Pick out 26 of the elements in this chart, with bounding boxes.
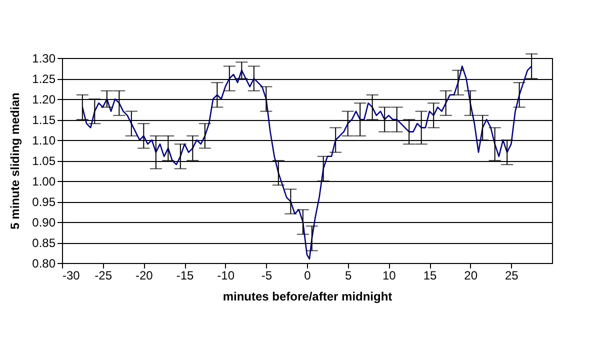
y-tick-label: 1.00 — [32, 174, 56, 188]
y-tick-label: 1.20 — [32, 92, 56, 106]
x-tick-label: -15 — [176, 268, 194, 282]
x-tick-label: 20 — [464, 268, 478, 282]
y-tick-label: 1.25 — [32, 72, 56, 86]
y-tick-label: 1.30 — [32, 52, 56, 66]
x-tick-label: -20 — [135, 268, 154, 282]
y-tick-label: 0.80 — [32, 256, 56, 270]
y-tick-label: 0.90 — [32, 216, 56, 230]
y-tick-label: 0.95 — [32, 195, 56, 209]
y-tick-label: 1.05 — [32, 154, 56, 168]
x-tick-label: 5 — [344, 268, 352, 282]
x-tick-label: 15 — [423, 268, 437, 282]
y-axis-title: 5 minute sliding median — [8, 92, 22, 230]
y-tick-label: 1.15 — [32, 113, 56, 127]
x-tick-label: 10 — [382, 268, 396, 282]
x-tick-label: 25 — [504, 268, 519, 282]
x-tick-label: -10 — [217, 268, 235, 282]
x-tick-label: -5 — [261, 268, 272, 282]
y-tick-label: 1.10 — [32, 134, 56, 148]
line-series — [82, 66, 532, 260]
x-tick-label: 0 — [304, 268, 312, 282]
x-axis-title: minutes before/after midnight — [222, 290, 392, 304]
x-tick-label: -30 — [62, 268, 80, 282]
x-tick-label: -25 — [94, 268, 112, 282]
y-tick-label: 0.85 — [32, 236, 56, 250]
